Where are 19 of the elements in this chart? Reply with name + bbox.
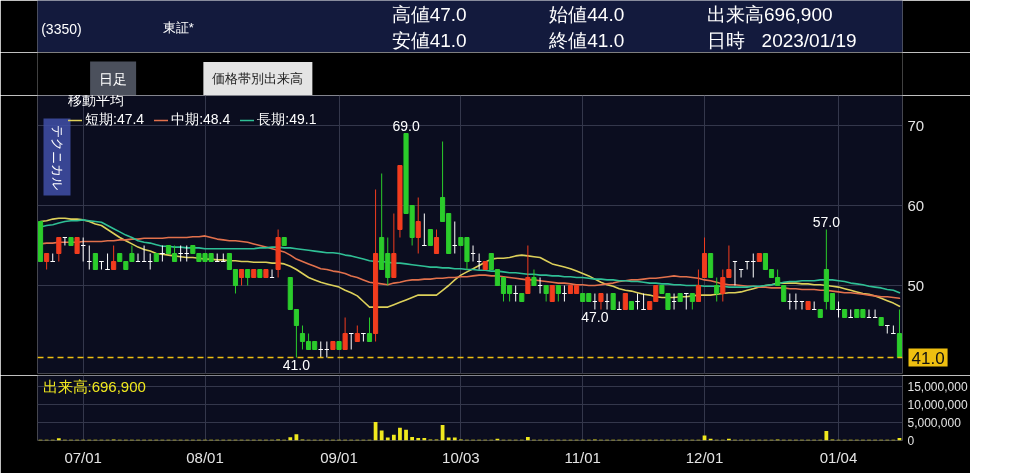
y-tick-label: 5,000,000 [907,415,962,430]
x-tick-label: 10/03 [442,448,480,466]
x-tick-label: 11/01 [564,448,601,466]
bar [404,429,408,441]
bar [288,437,293,441]
bar [391,434,396,441]
x-tick-label: 09/01 [320,448,358,466]
y-tick-label: 15,000,000 [907,379,968,394]
y-tick-label: 0 [907,434,915,448]
bar [56,438,61,441]
x-tick-label: 08/01 [186,448,224,466]
y-tick-label: 10,000,000 [907,397,968,412]
bar [824,431,829,441]
x-tick-label: 01/04 [819,448,858,466]
bar [398,427,402,441]
x-tick-label: 12/01 [685,448,724,466]
x-tick-label: 07/01 [64,448,102,466]
bar [379,430,384,441]
chart-title: 出来高:696,900 [42,377,146,395]
